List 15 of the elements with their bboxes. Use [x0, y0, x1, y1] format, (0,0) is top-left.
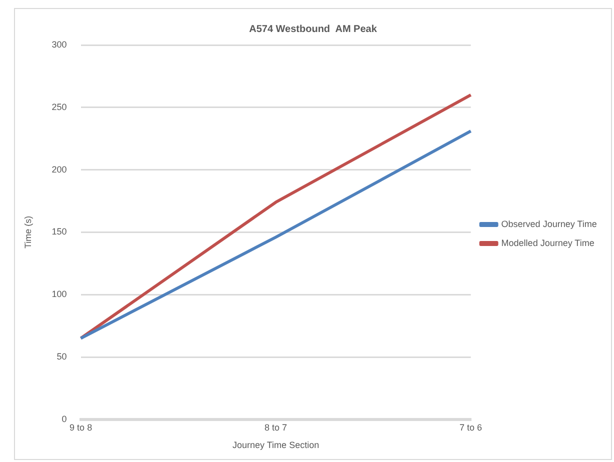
x-tick-label: 8 to 7 — [264, 422, 288, 432]
chart-title: A574 Westbound AM Peak — [249, 24, 378, 35]
y-tick-label: 250 — [52, 102, 67, 112]
y-tick-label: 150 — [52, 226, 67, 237]
y-tick-label: 300 — [52, 39, 67, 50]
y-tick-label: 100 — [52, 289, 67, 300]
legend-label: Modelled Journey Time — [501, 238, 594, 248]
y-tick-label: 0 — [62, 414, 67, 424]
y-tick-label: 200 — [52, 164, 67, 174]
legend-label: Observed Journey Time — [501, 218, 597, 229]
x-tick-label: 7 to 6 — [460, 422, 482, 432]
y-tick-label: 50 — [56, 351, 67, 362]
x-axis-title: Journey Time Section — [232, 440, 320, 450]
y-axis-title: Time (s) — [22, 216, 33, 249]
x-tick-label: 9 to 8 — [70, 422, 92, 432]
